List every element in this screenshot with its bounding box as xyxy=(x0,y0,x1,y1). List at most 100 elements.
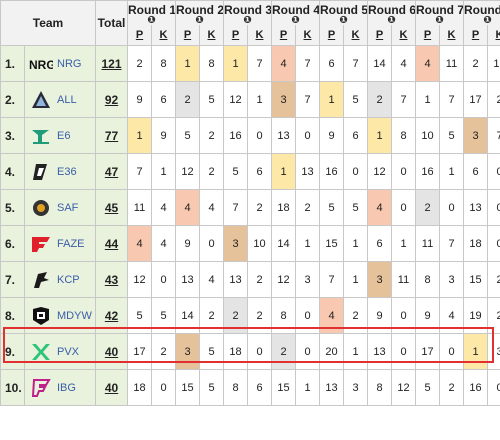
info-icon[interactable]: ❶ xyxy=(435,15,444,26)
team-cell[interactable]: E6 xyxy=(24,117,96,154)
kill-points-header[interactable]: K xyxy=(199,25,224,46)
team-column-header[interactable]: Team xyxy=(0,0,96,46)
kill-points-header[interactable]: K xyxy=(247,25,272,46)
placement-points-cell: 6 xyxy=(463,153,488,190)
rank-cell: 9. xyxy=(0,333,25,370)
saf-logo[interactable] xyxy=(29,198,53,218)
placement-points-cell: 17 xyxy=(415,333,440,370)
placement-points-header[interactable]: P xyxy=(319,25,344,46)
rank-cell: 8. xyxy=(0,297,25,334)
team-name-link[interactable]: FAZE xyxy=(57,237,85,250)
kill-points-header[interactable]: K xyxy=(439,25,464,46)
kill-points-cell: 7 xyxy=(439,81,464,118)
placement-points-header[interactable]: P xyxy=(127,25,152,46)
info-icon[interactable]: ❶ xyxy=(339,15,348,26)
kill-points-cell: 4 xyxy=(199,189,224,226)
placement-points-header[interactable]: P xyxy=(271,25,296,46)
kill-points-header[interactable]: K xyxy=(391,25,416,46)
kill-points-cell: 5 xyxy=(199,333,224,370)
kill-points-header[interactable]: K xyxy=(343,25,368,46)
team-name-link[interactable]: IBG xyxy=(57,381,76,394)
placement-points-header[interactable]: P xyxy=(463,25,488,46)
team-name-link[interactable]: E36 xyxy=(57,165,77,178)
e6-logo[interactable] xyxy=(29,126,53,146)
table-row[interactable]: 8.MDYW42551422280429094192 xyxy=(0,297,500,334)
team-name-link[interactable]: KCP xyxy=(57,273,80,286)
team-cell[interactable]: SAF xyxy=(24,189,96,226)
placement-points-header[interactable]: P xyxy=(175,25,200,46)
nrg-logo[interactable]: NRG xyxy=(29,54,56,74)
ibg-logo[interactable] xyxy=(29,378,53,398)
table-row[interactable]: 9.PVX40172351802020113017013 xyxy=(0,333,500,370)
placement-points-header[interactable]: P xyxy=(415,25,440,46)
info-icon[interactable]: ❶ xyxy=(483,15,492,26)
placement-points-cell: 2 xyxy=(463,45,488,82)
team-cell[interactable]: IBG xyxy=(24,369,96,406)
round-label: Round 6 xyxy=(368,3,416,17)
round-label: Round 7 xyxy=(416,3,464,17)
table-row[interactable]: 2.ALL92962512137152717172 xyxy=(0,81,500,118)
team-name-link[interactable]: PVX xyxy=(57,345,80,358)
faze-logo[interactable] xyxy=(29,234,53,254)
team-cell[interactable]: FAZE xyxy=(24,225,96,262)
kill-points-cell: 2 xyxy=(487,261,500,298)
team-name-link[interactable]: SAF xyxy=(57,201,79,214)
team-cell[interactable]: NRG NRG xyxy=(24,45,96,82)
table-row[interactable]: 5.SAF451144472182554020130 xyxy=(0,189,500,226)
team-cell[interactable]: E36 xyxy=(24,153,96,190)
round-8-header[interactable]: Round 8❶ xyxy=(463,0,500,26)
team-name-link[interactable]: ALL xyxy=(57,93,77,106)
table-row[interactable]: 6.FAZE44449031014115161117180 xyxy=(0,225,500,262)
alliance-logo[interactable] xyxy=(29,90,53,110)
placement-points-header[interactable]: P xyxy=(223,25,248,46)
team-cell[interactable]: PVX xyxy=(24,333,96,370)
total-points-cell: 43 xyxy=(95,261,128,298)
table-row[interactable]: 3.E6771952160130961810537 xyxy=(0,117,500,154)
info-icon[interactable]: ❶ xyxy=(291,15,300,26)
mdyw-logo[interactable] xyxy=(29,306,53,326)
info-icon[interactable]: ❶ xyxy=(387,15,396,26)
round-label: Round 4 xyxy=(272,3,320,17)
kill-points-cell: 0 xyxy=(487,225,500,262)
table-row[interactable]: 1.NRGNRG1212818174767144411213 xyxy=(0,45,500,82)
info-icon[interactable]: ❶ xyxy=(147,15,156,26)
kill-points-cell: 0 xyxy=(151,369,176,406)
kill-points-header[interactable]: K xyxy=(151,25,176,46)
info-icon[interactable]: ❶ xyxy=(243,15,252,26)
team-cell[interactable]: ALL xyxy=(24,81,96,118)
team-cell[interactable]: KCP xyxy=(24,261,96,298)
table-row[interactable]: 10.IBG401801558615113381252160 xyxy=(0,369,500,406)
placement-points-header[interactable]: P xyxy=(367,25,392,46)
kill-points-header[interactable]: K xyxy=(487,25,500,46)
kill-points-cell: 4 xyxy=(199,261,224,298)
total-column-header[interactable]: Total xyxy=(95,0,128,46)
team-name-link[interactable]: E6 xyxy=(57,129,71,142)
pvx-logo[interactable] xyxy=(29,342,53,362)
kill-points-cell: 0 xyxy=(391,189,416,226)
team-cell[interactable]: MDYW xyxy=(24,297,96,334)
e36-logo[interactable] xyxy=(29,162,53,182)
placement-points-cell: 9 xyxy=(319,117,344,154)
kill-points-cell: 0 xyxy=(247,333,272,370)
kill-points-header[interactable]: K xyxy=(295,25,320,46)
placement-points-cell: 20 xyxy=(319,333,344,370)
table-row[interactable]: 4.E3647711225611316012016160 xyxy=(0,153,500,190)
placement-points-cell: 14 xyxy=(175,297,200,334)
kill-points-cell: 4 xyxy=(439,297,464,334)
kill-points-cell: 2 xyxy=(247,189,272,226)
placement-points-cell: 4 xyxy=(319,297,344,334)
kill-points-cell: 5 xyxy=(151,297,176,334)
table-row[interactable]: 7.KCP431201341321237131183152 xyxy=(0,261,500,298)
kcp-logo[interactable] xyxy=(29,270,53,290)
kill-points-cell: 0 xyxy=(199,225,224,262)
team-name-link[interactable]: MDYW xyxy=(57,309,92,322)
info-icon[interactable]: ❶ xyxy=(195,15,204,26)
team-name-link[interactable]: NRG xyxy=(57,57,82,70)
